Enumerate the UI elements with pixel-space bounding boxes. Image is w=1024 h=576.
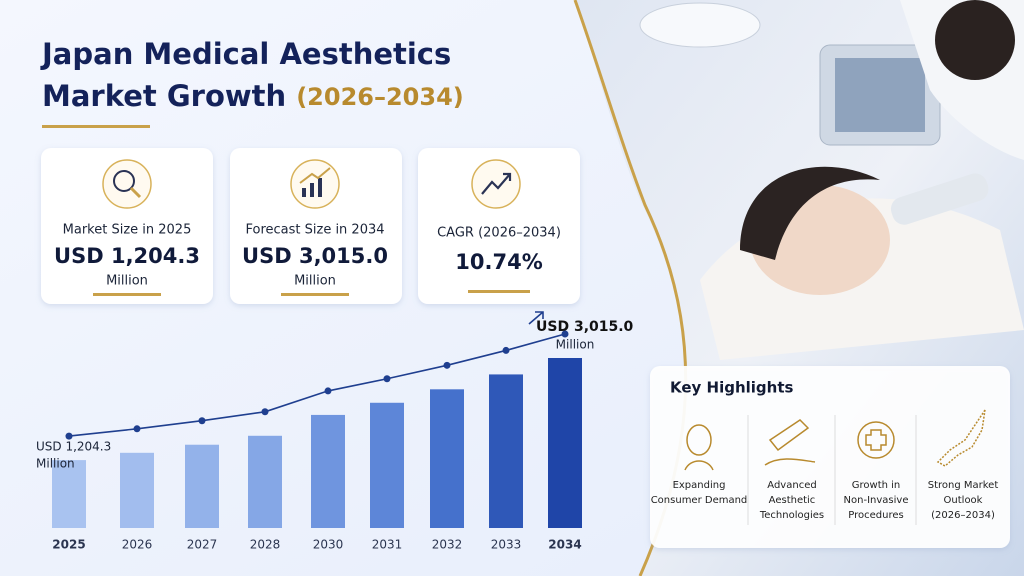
highlight-text: Technologies [759,510,824,521]
x-tick-label: 2028 [250,538,281,552]
card-value: USD 3,015.0 [242,244,388,268]
highlight-text: Non-Invasive [844,495,909,506]
trend-dot [65,432,73,440]
trend-dot [261,408,269,416]
card: Market Size in 2025 USD 1,204.3 Million [41,148,213,304]
trend-dot [133,425,141,433]
x-tick-label: 2026 [122,538,153,552]
annotation: Million [36,457,75,471]
card-unit: Million [294,274,336,289]
bar [311,414,345,528]
card-label: CAGR (2026–2034) [437,226,561,241]
title-underline [42,125,150,128]
x-tick-label: 2032 [432,538,463,552]
bar [370,402,404,528]
trend-dot [502,346,510,354]
x-tick-label: 2033 [491,538,522,552]
highlight-text: Procedures [848,510,903,521]
highlight-text: Advanced [767,480,816,491]
card-value: 10.74% [455,250,542,274]
title: Market Growth (2026–2034) [42,79,464,113]
bar [52,460,86,528]
bar [185,444,219,528]
bar [248,435,282,528]
trend-dot [383,375,391,383]
highlight-text: Consumer Demand [651,495,748,506]
annotation: USD 3,015.0 [536,319,634,335]
highlights-title: Key Highlights [670,379,794,397]
card: Forecast Size in 2034 USD 3,015.0 Millio… [230,148,402,304]
x-tick-label: 2031 [372,538,403,552]
trend-dot [198,417,206,425]
x-tick-label: 2030 [313,538,344,552]
card: CAGR (2026–2034) 10.74% [418,148,580,304]
bar [489,374,523,528]
card-unit: Million [106,274,148,289]
bar [548,358,582,528]
title: Japan Medical Aesthetics [40,37,451,71]
title-line: Market Growth [42,79,286,113]
highlight-text: (2026–2034) [931,510,995,521]
highlight-text: Expanding [673,480,726,491]
highlight-text: Outlook [944,495,983,506]
highlight-text: Aesthetic [769,495,816,506]
x-tick-label: 2027 [187,538,218,552]
trend-dot [561,330,569,338]
highlight-text: Strong Market [928,480,999,491]
card-label: Market Size in 2025 [63,223,192,238]
annotation: Million [556,338,595,352]
card-value: USD 1,204.3 [54,244,200,268]
annotation: USD 1,204.3 [36,440,111,454]
trend-dot [324,387,332,395]
highlight-text: Growth in [852,480,901,491]
title-years: (2026–2034) [296,83,464,111]
trend-dot [443,361,451,369]
bar [120,452,154,528]
highlights-panel: Key Highlights Expanding Consumer Demand A… [650,366,1010,548]
x-tick-label: 2034 [548,538,581,552]
trend-arrow [528,311,544,325]
card-label: Forecast Size in 2034 [245,223,384,238]
bar [430,389,464,528]
x-tick-label: 2025 [52,538,85,552]
bar-chart: 2025 2026 2027 2028 2030 2031 2032 2033 2034 USD … [36,311,634,552]
